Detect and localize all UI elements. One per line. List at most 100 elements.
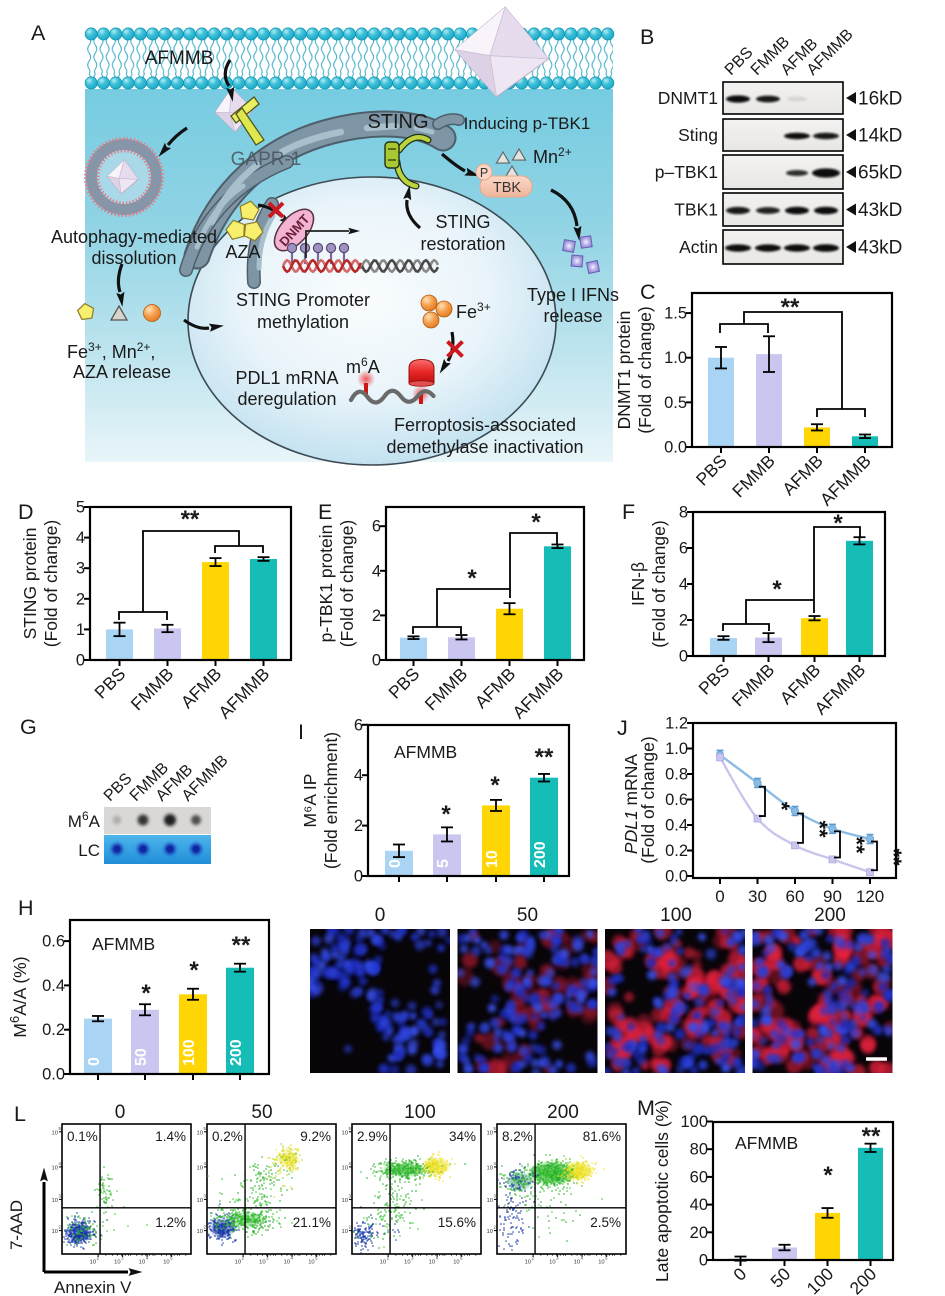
svg-text:200: 200 [228, 1039, 245, 1066]
svg-text:10: 10 [598, 1260, 604, 1266]
svg-text:2: 2 [349, 1225, 352, 1230]
svg-text:M6A/A (%): M6A/A (%) [7, 956, 30, 1037]
svg-text:Sting: Sting [678, 125, 718, 145]
svg-text:40: 40 [690, 1196, 708, 1214]
svg-text:10: 10 [487, 1165, 493, 1171]
svg-text:3: 3 [494, 1193, 497, 1198]
svg-text:2: 2 [204, 1225, 207, 1230]
svg-text:30: 30 [748, 887, 767, 906]
svg-text:10: 10 [404, 1260, 410, 1266]
svg-text:p–TBK1: p–TBK1 [655, 162, 718, 182]
svg-text:**: ** [535, 744, 554, 771]
svg-text:1.2: 1.2 [665, 715, 688, 733]
svg-text:4: 4 [59, 1161, 62, 1166]
svg-text:0: 0 [715, 887, 724, 906]
svg-text:G: G [20, 715, 37, 739]
svg-text:5: 5 [460, 1256, 463, 1261]
svg-text:0.8: 0.8 [665, 766, 688, 784]
svg-text:65kD: 65kD [858, 163, 902, 184]
svg-text:10: 10 [90, 1260, 96, 1266]
svg-text:0.4: 0.4 [665, 817, 688, 835]
svg-text:4: 4 [76, 529, 85, 547]
svg-text:5: 5 [605, 1256, 608, 1261]
svg-text:200: 200 [814, 905, 846, 926]
svg-text:0.6: 0.6 [665, 791, 688, 809]
svg-text:*: * [772, 576, 782, 603]
svg-text:9.2%: 9.2% [300, 1129, 331, 1144]
svg-text:J: J [617, 716, 628, 740]
svg-text:**: ** [844, 836, 869, 854]
svg-text:10: 10 [342, 1130, 348, 1136]
svg-text:*: * [490, 772, 500, 799]
svg-text:3: 3 [121, 1256, 124, 1261]
svg-text:10: 10 [197, 1198, 203, 1204]
svg-text:0: 0 [372, 652, 381, 670]
svg-text:10: 10 [52, 1198, 58, 1204]
svg-text:6: 6 [372, 518, 381, 536]
svg-text:P: P [480, 166, 488, 180]
svg-text:0.1%: 0.1% [67, 1129, 98, 1144]
svg-text:**: ** [181, 506, 200, 533]
svg-text:m6A: m6A [346, 355, 380, 377]
svg-text:M: M [637, 1096, 655, 1120]
svg-text:1.4%: 1.4% [155, 1129, 186, 1144]
svg-text:10: 10 [487, 1130, 493, 1136]
svg-text:2: 2 [97, 1256, 100, 1261]
svg-text:*: * [141, 980, 151, 1007]
svg-text:0.0: 0.0 [665, 868, 688, 886]
svg-text:10: 10 [235, 1260, 241, 1266]
svg-text:**: ** [781, 294, 800, 321]
svg-text:7-AAD: 7-AAD [7, 1200, 26, 1250]
svg-text:0.6: 0.6 [42, 933, 65, 951]
svg-text:20: 20 [690, 1224, 708, 1242]
svg-text:10: 10 [429, 1260, 435, 1266]
svg-text:B: B [640, 25, 654, 49]
svg-text:200: 200 [547, 1102, 579, 1123]
svg-text:Actin: Actin [679, 237, 718, 257]
svg-text:10: 10 [197, 1229, 203, 1235]
svg-text:80: 80 [690, 1141, 708, 1159]
svg-text:2.5%: 2.5% [590, 1215, 621, 1230]
svg-text:1.0: 1.0 [664, 349, 687, 367]
svg-text:0.2%: 0.2% [212, 1129, 243, 1144]
svg-text:50: 50 [133, 1048, 150, 1066]
svg-text:100: 100 [181, 1039, 198, 1066]
svg-text:200: 200 [532, 841, 549, 868]
svg-text:4: 4 [436, 1256, 439, 1261]
svg-text:0: 0 [76, 652, 85, 670]
svg-text:2: 2 [59, 1225, 62, 1230]
svg-text:120: 120 [856, 887, 884, 906]
svg-text:(Fold of change): (Fold of change) [41, 520, 61, 647]
svg-text:10: 10 [525, 1260, 531, 1266]
svg-text:1.0: 1.0 [665, 740, 688, 758]
svg-text:0.0: 0.0 [42, 1066, 65, 1084]
svg-text:43kD: 43kD [858, 238, 902, 259]
svg-text:AFMMB: AFMMB [735, 1133, 798, 1153]
svg-text:3: 3 [204, 1193, 207, 1198]
svg-text:5: 5 [59, 1126, 62, 1131]
svg-text:10: 10 [574, 1260, 580, 1266]
svg-text:10: 10 [52, 1130, 58, 1136]
svg-text:*: * [189, 957, 199, 984]
svg-text:Ferroptosis-associated: Ferroptosis-associated [394, 415, 576, 435]
svg-text:(Fold of change): (Fold of change) [638, 736, 658, 863]
svg-text:100: 100 [680, 1113, 708, 1131]
svg-text:L: L [14, 1102, 26, 1126]
svg-text:4: 4 [372, 562, 381, 580]
svg-text:*: * [531, 509, 541, 536]
svg-text:3: 3 [76, 560, 85, 578]
svg-text:10: 10 [163, 1260, 169, 1266]
svg-text:GAPR-1: GAPR-1 [231, 149, 302, 170]
svg-text:0.4: 0.4 [42, 977, 65, 995]
svg-text:p-TBK1 protein: p-TBK1 protein [316, 525, 336, 643]
svg-text:LC: LC [78, 841, 100, 860]
svg-text:4: 4 [494, 1161, 497, 1166]
svg-text:3: 3 [556, 1256, 559, 1261]
svg-text:10: 10 [549, 1260, 555, 1266]
svg-text:M⁶A IP: M⁶A IP [300, 774, 320, 828]
svg-text:5: 5 [204, 1126, 207, 1131]
svg-text:5: 5 [76, 499, 85, 517]
svg-text:3: 3 [59, 1193, 62, 1198]
svg-text:deregulation: deregulation [237, 389, 336, 409]
svg-text:C: C [640, 280, 656, 304]
